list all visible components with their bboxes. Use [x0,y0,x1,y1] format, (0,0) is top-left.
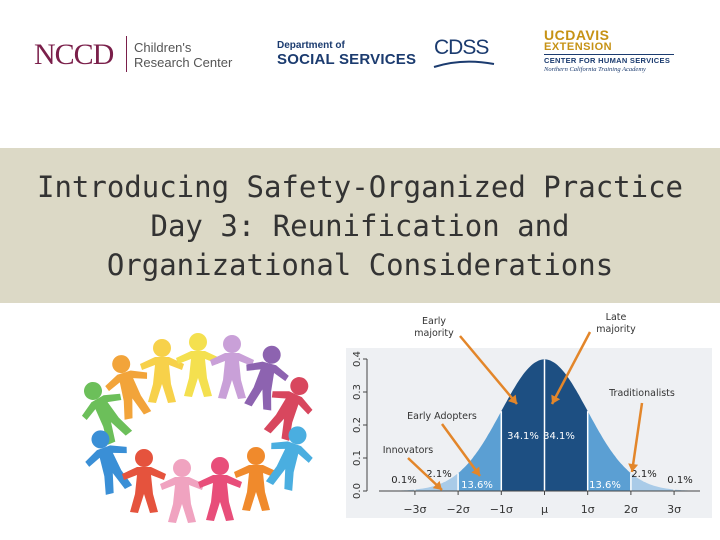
arrowhead [508,394,517,404]
curve-segment [587,411,631,491]
y-tick-label: 0.3 [352,384,363,400]
title-line2: Day 3: Reunification and [150,209,570,243]
percent-label: 0.1% [667,475,692,486]
percent-label: 34.1% [507,431,539,442]
paper-people-circle-image [80,333,324,523]
percent-label: 13.6% [461,480,493,491]
y-tick-label: 0.0 [352,483,363,499]
title-band [0,148,720,303]
diffusion-chart: −3σ −2σ −1σ μ 1σ 2σ 3σ 0.0 0.1 0.2 0.3 0.4 0.1% 2.1%… [346,312,712,518]
annotation-arrow [440,423,482,477]
y-tick-label: 0.1 [352,450,363,466]
title-line1: Introducing Safety-Organized Practice [36,170,683,204]
nccd-line1: Children's [134,40,192,55]
annotation-arrow [630,402,644,473]
x-tick-label: −2σ [447,503,470,516]
x-tick-label: −3σ [403,503,426,516]
x-tick-label: 2σ [624,503,638,516]
nccd-divider [126,36,127,72]
x-tick-label: 3σ [667,503,681,516]
arrowhead [432,480,442,490]
x-tick-label: −1σ [490,503,513,516]
curve-segment [501,359,545,491]
annotation-label: Early Adopters [407,411,477,422]
nccd-logo-text: Children's Research Center [134,40,232,70]
percent-label: 34.1% [543,431,575,442]
y-tick-label: 0.4 [352,351,363,367]
annotation-label: Early [422,316,446,327]
arrowhead [471,466,480,476]
annotation-arrow [459,335,518,405]
curve-segment [414,473,459,491]
annotation-label: Traditionalists [608,388,675,399]
arrowhead [628,463,639,472]
annotation-label: majority [596,324,636,335]
cdss-swoosh-icon [433,60,495,68]
nccd-line2: Research Center [134,55,233,70]
logo-bar: NCCD Children's Research Center Departme… [0,0,720,148]
ucdavis-divider [544,54,674,55]
ucdavis-center-name: CENTER FOR HUMAN SERVICES [544,56,671,65]
annotation-label: Late [606,312,627,323]
nccd-logo: NCCD [34,38,114,71]
annotation-label: Innovators [383,445,434,456]
y-tick-label: 0.2 [352,417,363,433]
curve-segment [544,359,588,491]
dss-logo-small: Department of [277,40,345,51]
x-tick-label: μ [541,503,548,516]
arrowhead [551,394,561,404]
percent-label: 2.1% [426,469,451,480]
x-tick-label: 1σ [581,503,595,516]
ucdavis-extension: EXTENSION [544,41,613,53]
slide-title: Introducing Safety-Organized Practice Da… [0,168,720,285]
cdss-logo: CDSS [434,36,489,59]
annotation-label: majority [414,328,454,339]
curve-segment [630,473,675,491]
curve-segment [458,411,502,491]
percent-label: 13.6% [589,480,621,491]
title-line3: Organizational Considerations [106,248,614,282]
percent-label: 2.1% [631,469,656,480]
percent-label: 0.1% [391,475,416,486]
back-ring [80,333,324,450]
annotation-arrow [550,331,592,405]
ucdavis-academy-name: Northern California Training Academy [544,66,646,73]
ucdavis-logo: UCDAVIS [544,27,610,43]
dss-logo-big: SOCIAL SERVICES [277,51,417,68]
